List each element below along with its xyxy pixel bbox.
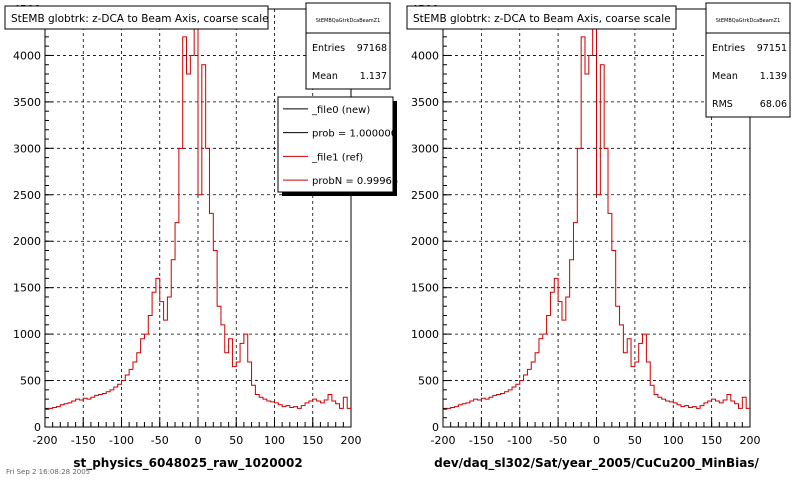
panel2-stats-box bbox=[705, 2, 791, 118]
panel1-y-tick-label: 500 bbox=[20, 375, 41, 388]
panel1-x-tick-label: -150 bbox=[71, 434, 96, 447]
panel1-y-tick-label: 3000 bbox=[13, 142, 41, 155]
footer-timestamp: Fri Sep 2 16:08:28 2005 bbox=[6, 468, 91, 476]
panel1-stats-name: StEMBQaGtrkDcaBeamZ1 bbox=[316, 18, 381, 24]
panel2-y-tick-label: 4000 bbox=[411, 49, 439, 62]
panel2-x-axis-label: dev/daq_sl302/Sat/year_2005/CuCu200_MinB… bbox=[434, 456, 759, 471]
panel2-stats-name: StEMBQaGtrkDcaBeamZ1 bbox=[716, 18, 781, 24]
panel1-x-tick-label: 150 bbox=[302, 434, 323, 447]
panel1-legend-label: _file0 (new) bbox=[311, 105, 370, 116]
panel2-y-tick-label: 1000 bbox=[411, 328, 439, 341]
panel1-x-tick-label: 200 bbox=[341, 434, 362, 447]
panel1-x-axis-label: st_physics_6048025_raw_1020002 bbox=[73, 456, 302, 471]
panel2-x-tick-label: -50 bbox=[549, 434, 567, 447]
panel1-x-tick-label: 0 bbox=[195, 434, 202, 447]
panel2-x-tick-label: 0 bbox=[593, 434, 600, 447]
panel1-y-tick-label: 2500 bbox=[13, 189, 41, 202]
panel1-series-0-line bbox=[45, 27, 351, 410]
panel1-y-tick-label: 0 bbox=[34, 421, 41, 434]
panel1-title-box bbox=[4, 5, 269, 30]
panel1-legend-label: _file1 (ref) bbox=[311, 152, 363, 163]
panel1-x-tick-label: -100 bbox=[109, 434, 134, 447]
panel1-y-tick-label: 3500 bbox=[13, 96, 41, 109]
panel1-stats-label: Mean bbox=[312, 71, 338, 82]
panel2-x-tick-label: -100 bbox=[507, 434, 532, 447]
panel2-title: StEMB globtrk: z-DCA to Beam Axis, coars… bbox=[413, 13, 671, 25]
panel1-stats-value: 1.137 bbox=[360, 71, 387, 82]
panel2-x-tick-label: 100 bbox=[663, 434, 684, 447]
panel2-x-tick-label: 200 bbox=[740, 434, 761, 447]
panel2-stats-label: RMS bbox=[712, 99, 733, 110]
panel2-y-tick-label: 500 bbox=[418, 375, 439, 388]
panel2-x-tick-label: 150 bbox=[701, 434, 722, 447]
panel1-x-tick-label: -50 bbox=[151, 434, 169, 447]
panel1-legend-label: prob = 1.000000 bbox=[312, 129, 397, 140]
panel1-y-tick-label: 2000 bbox=[13, 235, 41, 248]
panel1-x-tick-label: 100 bbox=[264, 434, 285, 447]
panel2-x-tick-label: -200 bbox=[431, 434, 456, 447]
panel2-y-tick-label: 2000 bbox=[411, 235, 439, 248]
panel2-x-tick-label: 50 bbox=[628, 434, 642, 447]
panel1-legend-box bbox=[277, 96, 394, 193]
panel2-y-tick-label: 3000 bbox=[411, 142, 439, 155]
panel2-stats-value: 68.06 bbox=[760, 99, 787, 110]
panel2-stats-value: 1.139 bbox=[760, 71, 787, 82]
panel1-x-tick-label: 50 bbox=[229, 434, 243, 447]
panel2-stats-value: 97151 bbox=[757, 43, 787, 54]
panel2-y-tick-label: 1500 bbox=[411, 282, 439, 295]
panel2-stats-label: Entries bbox=[712, 43, 745, 54]
panel1-title: StEMB globtrk: z-DCA to Beam Axis, coars… bbox=[11, 13, 269, 25]
panel2-y-tick-label: 2500 bbox=[411, 189, 439, 202]
panel1-stats-box bbox=[305, 2, 391, 90]
panel2-y-tick-label: 3500 bbox=[411, 96, 439, 109]
panel2-x-tick-label: -150 bbox=[469, 434, 494, 447]
panel1-y-tick-label: 1000 bbox=[13, 328, 41, 341]
panel1-y-tick-label: 4000 bbox=[13, 49, 41, 62]
panel2-stats-label: Mean bbox=[712, 71, 738, 82]
panel1-stats-value: 97168 bbox=[357, 43, 387, 54]
panel2-y-tick-label: 0 bbox=[432, 421, 439, 434]
panel1-x-tick-label: -200 bbox=[33, 434, 58, 447]
panel2-series-0-line bbox=[443, 27, 750, 410]
panel1-stats-label: Entries bbox=[312, 43, 345, 54]
panel1-y-tick-label: 1500 bbox=[13, 282, 41, 295]
panel2-title-box bbox=[406, 5, 677, 30]
panel1-legend-label: probN = 0.99965 bbox=[312, 176, 398, 187]
